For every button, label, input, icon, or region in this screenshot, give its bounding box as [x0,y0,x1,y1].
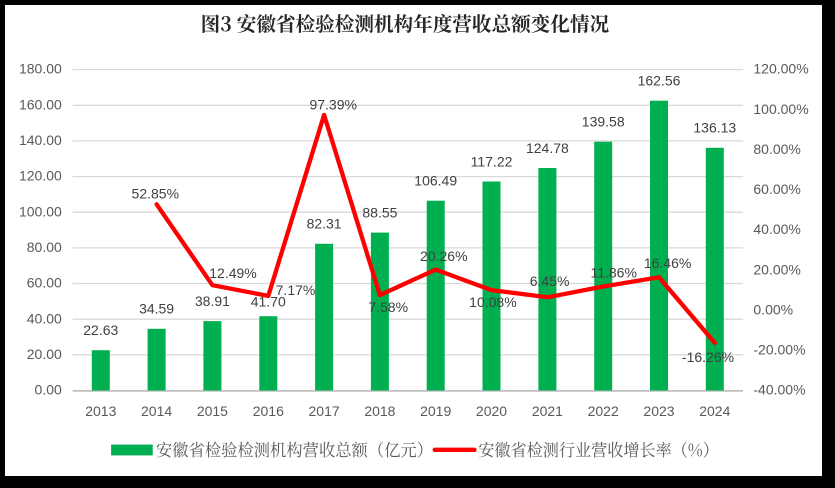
svg-text:11.86%: 11.86% [590,264,636,280]
svg-text:10.08%: 10.08% [469,294,516,310]
svg-text:2013: 2013 [85,403,116,419]
svg-text:80.00: 80.00 [27,239,62,255]
svg-text:20.00: 20.00 [27,346,62,362]
svg-text:80.00%: 80.00% [753,141,800,157]
svg-text:2015: 2015 [197,403,228,419]
svg-text:0.00: 0.00 [35,382,62,398]
svg-text:7.58%: 7.58% [368,299,408,315]
svg-text:-20.00%: -20.00% [753,342,805,358]
svg-text:20.00%: 20.00% [753,261,800,277]
svg-text:60.00%: 60.00% [753,181,800,197]
svg-text:124.78: 124.78 [526,140,569,156]
svg-text:2023: 2023 [643,403,674,419]
svg-text:2016: 2016 [253,403,284,419]
svg-text:2019: 2019 [420,403,451,419]
svg-text:117.22: 117.22 [471,153,513,169]
svg-text:100.00%: 100.00% [753,101,808,117]
svg-text:-16.26%: -16.26% [682,349,734,365]
svg-text:34.59: 34.59 [139,301,174,317]
svg-text:2022: 2022 [588,403,619,419]
svg-text:88.55: 88.55 [362,204,397,220]
svg-text:2020: 2020 [476,403,507,419]
svg-text:2017: 2017 [309,403,340,419]
svg-text:-40.00%: -40.00% [753,382,805,398]
svg-text:139.58: 139.58 [582,114,625,130]
svg-text:140.00: 140.00 [19,132,62,148]
svg-text:6.45%: 6.45% [530,273,570,289]
svg-text:38.91: 38.91 [195,293,230,309]
svg-text:2018: 2018 [364,403,395,419]
svg-text:52.85%: 52.85% [132,186,179,202]
svg-text:60.00: 60.00 [27,275,62,291]
svg-text:97.39%: 97.39% [309,97,356,113]
svg-text:82.31: 82.31 [307,216,342,232]
svg-text:7.17%: 7.17% [276,282,316,298]
svg-text:40.00: 40.00 [27,310,62,326]
svg-text:40.00%: 40.00% [753,221,800,237]
svg-text:12.49%: 12.49% [209,265,256,281]
svg-text:20.26%: 20.26% [420,248,467,264]
svg-text:120.00: 120.00 [19,168,62,184]
svg-text:41.70: 41.70 [251,293,286,309]
svg-text:162.56: 162.56 [638,73,681,89]
svg-text:2014: 2014 [141,403,172,419]
svg-text:160.00: 160.00 [19,96,62,112]
svg-text:120.00%: 120.00% [753,61,808,77]
svg-text:100.00: 100.00 [19,203,62,219]
svg-text:2024: 2024 [699,403,730,419]
svg-text:136.13: 136.13 [693,120,736,136]
svg-text:22.63: 22.63 [83,322,118,338]
svg-text:2021: 2021 [532,403,563,419]
svg-text:180.00: 180.00 [19,61,62,77]
svg-text:0.00%: 0.00% [753,301,793,317]
svg-text:16.46%: 16.46% [644,255,691,271]
svg-text:106.49: 106.49 [414,173,457,189]
